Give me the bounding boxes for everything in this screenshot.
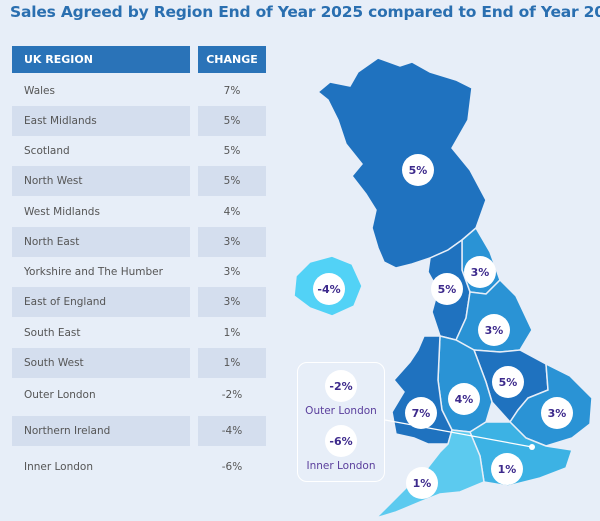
london-marker (529, 444, 535, 450)
badge-inner-london: -6% (325, 425, 357, 457)
badge-east-of-england: 3% (541, 397, 573, 429)
badge-west-midlands: 4% (448, 383, 480, 415)
header-uk-region: UK REGION (12, 46, 190, 73)
table-cell-change: 1% (198, 348, 266, 378)
table-cell-region: West Midlands (24, 206, 100, 218)
table-cell-region: Outer London (24, 389, 96, 401)
badge-south-west: 1% (406, 467, 438, 499)
table-cell-change: 5% (223, 145, 241, 157)
table-cell-change: -4% (198, 416, 266, 446)
badge-northern-ireland: -4% (313, 273, 345, 305)
table-cell-change: -2% (221, 389, 243, 401)
table-cell-change: 5% (198, 106, 266, 136)
page-title: Sales Agreed by Region End of Year 2025 … (10, 3, 600, 21)
badge-outer-london: -2% (325, 370, 357, 402)
table-cell-change: 3% (198, 227, 266, 257)
table-cell-change: 1% (223, 327, 241, 339)
table-cell-region: South East (24, 327, 81, 339)
badge-east-midlands: 5% (492, 366, 524, 398)
badge-yorkshire: 3% (478, 314, 510, 346)
table-cell-change: 7% (223, 85, 241, 97)
london-legend-box (297, 362, 385, 482)
table-cell-region: Inner London (24, 461, 94, 473)
table-cell-change: 3% (223, 266, 241, 278)
badge-wales: 7% (405, 397, 437, 429)
badge-north-west: 5% (431, 273, 463, 305)
badge-south-east: 1% (491, 453, 523, 485)
label-outer-london: Outer London (305, 405, 377, 417)
table-cell-change: 5% (198, 166, 266, 196)
header-change: CHANGE (198, 46, 266, 73)
table-cell-region: East Midlands (12, 106, 190, 136)
table-cell-region: South West (12, 348, 190, 378)
table-cell-change: 3% (198, 287, 266, 317)
table-cell-change: 4% (223, 206, 241, 218)
table-cell-region: North West (12, 166, 190, 196)
table-cell-region: Scotland (24, 145, 70, 157)
map-region-scotland (316, 57, 487, 269)
label-inner-london: Inner London (306, 460, 376, 472)
table-cell-region: North East (12, 227, 190, 257)
table-cell-region: Yorkshire and The Humber (24, 266, 163, 278)
table-cell-region: Northern Ireland (12, 416, 190, 446)
badge-scotland: 5% (402, 154, 434, 186)
table-cell-region: Wales (24, 85, 55, 97)
table-cell-change: -6% (221, 461, 243, 473)
badge-north-east: 3% (464, 256, 496, 288)
table-cell-region: East of England (12, 287, 190, 317)
